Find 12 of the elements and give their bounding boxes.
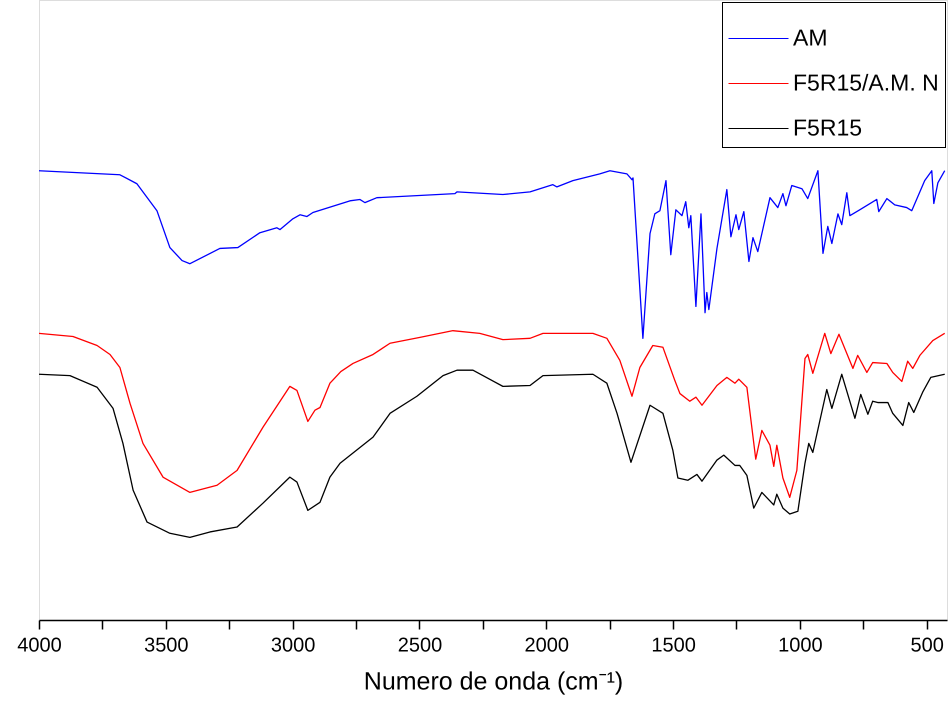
legend-label: F5R15/A.M. N [793, 70, 939, 96]
x-axis-title: Numero de onda (cm⁻¹) [364, 668, 624, 696]
legend-label: AM [793, 24, 828, 50]
x-tick-label: 4000 [17, 634, 62, 656]
x-tick-label: 1500 [651, 634, 696, 656]
x-tick-label: 3000 [270, 634, 316, 656]
x-tick-label: 3500 [144, 634, 189, 656]
legend-label: F5R15 [793, 114, 862, 140]
x-tick-label: 500 [910, 634, 944, 656]
x-tick-label: 1000 [778, 634, 823, 656]
x-tick-label: 2500 [398, 634, 442, 656]
x-tick-label: 2000 [524, 634, 570, 656]
